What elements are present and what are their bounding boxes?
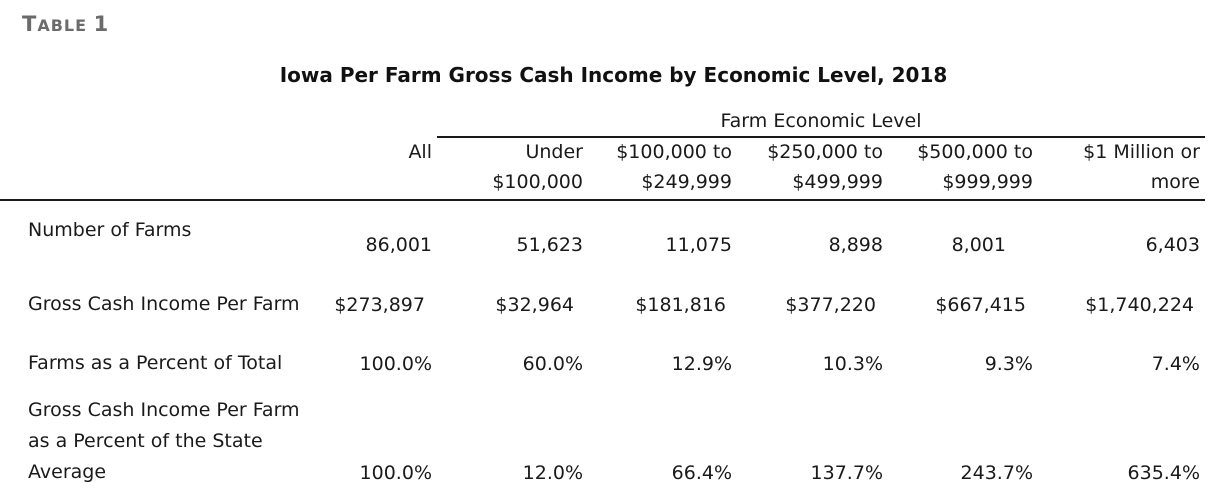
row-label-percent-of-total: Farms as a Percent of Total: [28, 348, 282, 379]
table-label-rest: ABLE: [37, 16, 88, 35]
row-label-line: Gross Cash Income Per Farm: [28, 293, 300, 315]
cell-percent-of-total-all: 100.0%: [359, 353, 432, 375]
column-header-1m-plus: $1 Million or more: [1083, 137, 1200, 197]
column-header-line1: $1 Million or: [1083, 141, 1200, 163]
cell-number-of-farms-250k-499k: 8,898: [828, 234, 883, 256]
cell-percent-of-state-average-1m-plus: 635.4%: [1127, 462, 1200, 484]
row-label-line: as a Percent of the State: [28, 430, 263, 452]
cell-gross-cash-income-500k-999k: $667,415: [935, 294, 1026, 316]
cell-number-of-farms-500k-999k: 8,001: [951, 234, 1006, 256]
column-header-500k-999k: $500,000 to $999,999: [917, 137, 1033, 197]
row-label-number-of-farms: Number of Farms: [28, 215, 191, 246]
cell-number-of-farms-all: 86,001: [365, 234, 432, 256]
row-label-line: Gross Cash Income Per Farm: [28, 399, 300, 421]
table-label-number: 1: [93, 12, 110, 36]
row-label-line: Farms as a Percent of Total: [28, 352, 283, 374]
column-header-line1: Under: [525, 141, 583, 163]
column-header-all: All: [408, 137, 432, 167]
cell-percent-of-total-1m-plus: 7.4%: [1151, 353, 1200, 375]
column-header-line1: $250,000 to: [767, 141, 883, 163]
cell-percent-of-state-average-500k-999k: 243.7%: [960, 462, 1033, 484]
column-header-line2: $100,000: [492, 171, 583, 193]
cell-percent-of-state-average-under-100k: 12.0%: [522, 462, 583, 484]
cell-gross-cash-income-1m-plus: $1,740,224: [1085, 294, 1194, 316]
row-label-gross-cash-income: Gross Cash Income Per Farm: [28, 289, 300, 320]
cell-gross-cash-income-250k-499k: $377,220: [785, 294, 876, 316]
header-rule: [0, 199, 1205, 201]
column-header-100k-249k: $100,000 to $249,999: [616, 137, 732, 197]
cell-gross-cash-income-under-100k: $32,964: [495, 294, 574, 316]
column-header-line2: more: [1150, 171, 1200, 193]
table-number-label: TABLE 1: [22, 12, 109, 36]
cell-gross-cash-income-100k-249k: $181,816: [635, 294, 726, 316]
row-label-percent-of-state-average: Gross Cash Income Per Farm as a Percent …: [28, 395, 300, 488]
cell-percent-of-total-under-100k: 60.0%: [522, 353, 583, 375]
cell-percent-of-state-average-250k-499k: 137.7%: [810, 462, 883, 484]
cell-percent-of-total-100k-249k: 12.9%: [671, 353, 732, 375]
row-label-line: Average: [28, 461, 107, 483]
column-header-line2: All: [408, 141, 432, 163]
cell-percent-of-state-average-100k-249k: 66.4%: [671, 462, 732, 484]
column-header-line1: $100,000 to: [616, 141, 732, 163]
column-header-line2: $499,999: [792, 171, 883, 193]
column-header-under-100k: Under $100,000: [492, 137, 583, 197]
cell-percent-of-total-250k-499k: 10.3%: [822, 353, 883, 375]
cell-percent-of-state-average-all: 100.0%: [359, 462, 432, 484]
column-header-line1: $500,000 to: [917, 141, 1033, 163]
column-header-250k-499k: $250,000 to $499,999: [767, 137, 883, 197]
cell-number-of-farms-under-100k: 51,623: [516, 234, 583, 256]
row-label-line: Number of Farms: [28, 219, 192, 241]
column-header-line2: $999,999: [942, 171, 1033, 193]
group-header-rule: [437, 136, 1205, 138]
cell-percent-of-total-500k-999k: 9.3%: [984, 353, 1033, 375]
table-label-initial: T: [22, 12, 38, 36]
group-header: Farm Economic Level: [720, 110, 922, 132]
cell-number-of-farms-1m-plus: 6,403: [1145, 234, 1200, 256]
cell-gross-cash-income-all: $273,897: [334, 294, 425, 316]
cell-number-of-farms-100k-249k: 11,075: [665, 234, 732, 256]
column-header-line2: $249,999: [641, 171, 732, 193]
table-title: Iowa Per Farm Gross Cash Income by Econo…: [279, 63, 948, 87]
